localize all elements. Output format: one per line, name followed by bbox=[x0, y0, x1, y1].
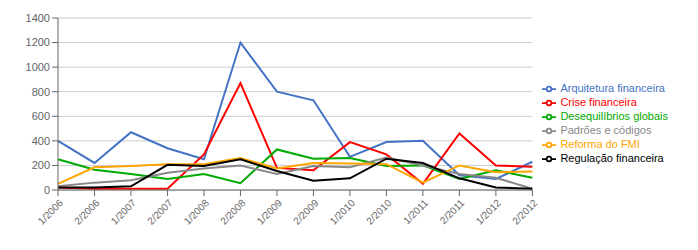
svg-text:800: 800 bbox=[32, 86, 50, 98]
svg-text:2/2011: 2/2011 bbox=[438, 197, 467, 226]
svg-text:1/2011: 1/2011 bbox=[401, 197, 430, 226]
svg-text:2/2007: 2/2007 bbox=[145, 197, 175, 227]
svg-text:200: 200 bbox=[32, 159, 50, 171]
svg-text:1/2007: 1/2007 bbox=[109, 197, 139, 227]
html-text:Padrões e códigos: Padrões e códigos bbox=[560, 124, 652, 136]
svg-text:1000: 1000 bbox=[26, 61, 50, 73]
svg-text:2/2008: 2/2008 bbox=[218, 197, 248, 227]
html-text:Reforma do FMI: Reforma do FMI bbox=[560, 138, 640, 151]
svg-text:1/2009: 1/2009 bbox=[255, 197, 285, 227]
svg-text:1/2012: 1/2012 bbox=[474, 197, 504, 227]
svg-text:2/2009: 2/2009 bbox=[291, 197, 321, 227]
svg-text:2/2006: 2/2006 bbox=[72, 197, 102, 227]
svg-text:1/2010: 1/2010 bbox=[328, 197, 358, 227]
svg-text:0: 0 bbox=[44, 184, 50, 196]
html-text:Crise financeira: Crise financeira bbox=[560, 95, 637, 108]
svg-text:1400: 1400 bbox=[26, 12, 50, 24]
svg-text:600: 600 bbox=[32, 110, 50, 122]
svg-text:1/2008: 1/2008 bbox=[182, 197, 212, 227]
svg-text:2/2012: 2/2012 bbox=[510, 197, 540, 227]
svg-text:1200: 1200 bbox=[26, 36, 50, 48]
html-text:Desequilíbrios globais: Desequilíbrios globais bbox=[560, 109, 668, 122]
svg-text:2/2010: 2/2010 bbox=[364, 197, 394, 227]
html-text:Arquitetura financeira: Arquitetura financeira bbox=[560, 81, 665, 94]
svg-text:400: 400 bbox=[32, 135, 50, 147]
svg-text:1/2006: 1/2006 bbox=[36, 197, 66, 227]
html-text:Regulação financeira: Regulação financeira bbox=[560, 152, 664, 165]
